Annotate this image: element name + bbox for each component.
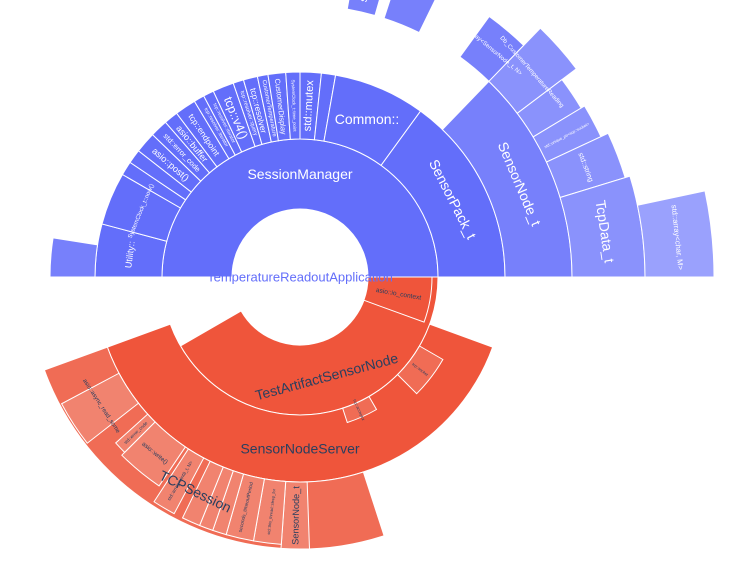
sunburst-segment[interactable] xyxy=(313,72,337,142)
sunburst-segments xyxy=(43,0,715,550)
sunburst-segment[interactable] xyxy=(231,208,369,346)
sunburst-segment[interactable] xyxy=(101,173,182,242)
sunburst-segment[interactable] xyxy=(225,473,265,542)
sunburst-segment[interactable] xyxy=(181,460,224,527)
sunburst-segment[interactable] xyxy=(94,223,168,278)
sunburst-segment[interactable] xyxy=(532,105,602,163)
sunburst-segment[interactable] xyxy=(636,190,715,278)
sunburst-segment[interactable] xyxy=(121,421,187,487)
sunburst-segment[interactable] xyxy=(212,470,245,536)
sunburst-segment[interactable] xyxy=(396,345,444,395)
sunburst-segment[interactable] xyxy=(151,121,211,182)
sunburst-segment[interactable] xyxy=(383,0,448,34)
sunburst-segment[interactable] xyxy=(488,27,578,115)
sunburst-segment[interactable] xyxy=(280,480,311,550)
sunburst-segment[interactable] xyxy=(267,71,291,142)
sunburst-segment[interactable] xyxy=(203,90,243,156)
sunburst-segment[interactable] xyxy=(346,0,395,17)
sunburst-segment[interactable] xyxy=(212,82,256,153)
sunburst-segment[interactable] xyxy=(49,237,99,278)
sunburst-segment[interactable] xyxy=(175,100,230,168)
sunburst-segment[interactable] xyxy=(137,133,202,193)
sunburst-segment[interactable] xyxy=(285,71,301,140)
sunburst-segment[interactable] xyxy=(193,95,236,160)
sunburst-segment[interactable] xyxy=(363,276,433,323)
sunburst-segment[interactable] xyxy=(121,161,187,209)
sunburst-segment[interactable] xyxy=(129,150,192,201)
sunburst-segment[interactable] xyxy=(198,466,234,532)
sunburst-segment[interactable] xyxy=(342,395,378,424)
sunburst-segment[interactable] xyxy=(516,78,582,138)
sunburst-segment[interactable] xyxy=(60,372,140,444)
sunburst-segment[interactable] xyxy=(232,79,263,148)
sunburst-segment[interactable] xyxy=(459,15,525,83)
sunburst-segment[interactable] xyxy=(545,132,626,199)
sunburst-segment[interactable] xyxy=(153,448,205,515)
sunburst-segment[interactable] xyxy=(164,112,218,174)
sunburst-segment[interactable] xyxy=(114,413,156,454)
sunburst-segment[interactable] xyxy=(323,74,422,167)
sunburst-segment[interactable] xyxy=(242,75,272,145)
sunburst-segment[interactable] xyxy=(256,73,279,143)
